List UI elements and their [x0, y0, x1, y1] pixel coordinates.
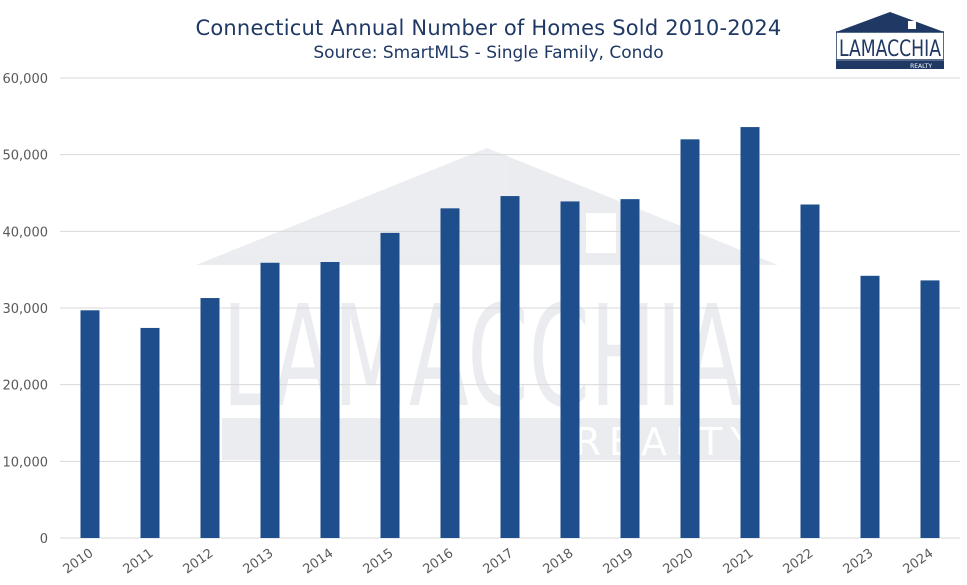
bar-2018: [560, 201, 580, 538]
bar-2024: [920, 280, 940, 538]
x-tick-label: 2024: [901, 546, 937, 577]
bar-2022: [800, 204, 820, 538]
y-tick-label: 50,000: [3, 149, 49, 164]
bar-2014: [320, 262, 340, 538]
y-tick-label: 40,000: [3, 225, 49, 240]
x-tick-label: 2022: [781, 546, 817, 577]
svg-text:LAMACCHIA: LAMACCHIA: [839, 37, 941, 62]
bar-2011: [140, 327, 160, 538]
bar-2010: [80, 310, 100, 538]
bar-2015: [380, 232, 400, 538]
y-tick-label: 10,000: [3, 455, 49, 470]
bar-2012: [200, 298, 220, 538]
x-tick-label: 2019: [601, 546, 637, 577]
x-tick-label: 2012: [181, 546, 217, 577]
bar-2020: [680, 139, 700, 539]
y-tick-label: 0: [40, 532, 48, 547]
svg-text:REALTY: REALTY: [575, 420, 762, 464]
bar-2013: [260, 262, 280, 538]
x-tick-label: 2010: [61, 546, 97, 577]
y-tick-label: 30,000: [3, 302, 49, 317]
chart-title: Connecticut Annual Number of Homes Sold …: [195, 16, 782, 40]
chart-subtitle: Source: SmartMLS - Single Family, Condo: [313, 43, 664, 63]
x-tick-label: 2020: [661, 546, 697, 577]
x-tick-label: 2014: [301, 546, 337, 577]
bar-2016: [440, 208, 460, 539]
x-tick-label: 2015: [361, 546, 397, 577]
lamacchia-logo: LAMACCHIA REALTY: [836, 12, 944, 70]
x-tick-label: 2016: [421, 546, 457, 577]
x-tick-label: 2011: [121, 546, 157, 577]
y-tick-label: 60,000: [3, 72, 49, 87]
y-tick-label: 20,000: [3, 379, 49, 394]
x-tick-label: 2017: [481, 546, 517, 577]
bar-2017: [500, 196, 520, 539]
svg-text:REALTY: REALTY: [910, 63, 932, 70]
x-tick-label: 2021: [721, 546, 757, 577]
bar-2023: [860, 275, 880, 538]
bar-2021: [740, 127, 760, 539]
svg-text:LAMACCHIA: LAMACCHIA: [222, 276, 742, 439]
x-tick-label: 2018: [541, 546, 577, 577]
bar-2019: [620, 199, 640, 538]
x-tick-label: 2023: [841, 546, 877, 577]
x-tick-label: 2013: [241, 546, 277, 577]
